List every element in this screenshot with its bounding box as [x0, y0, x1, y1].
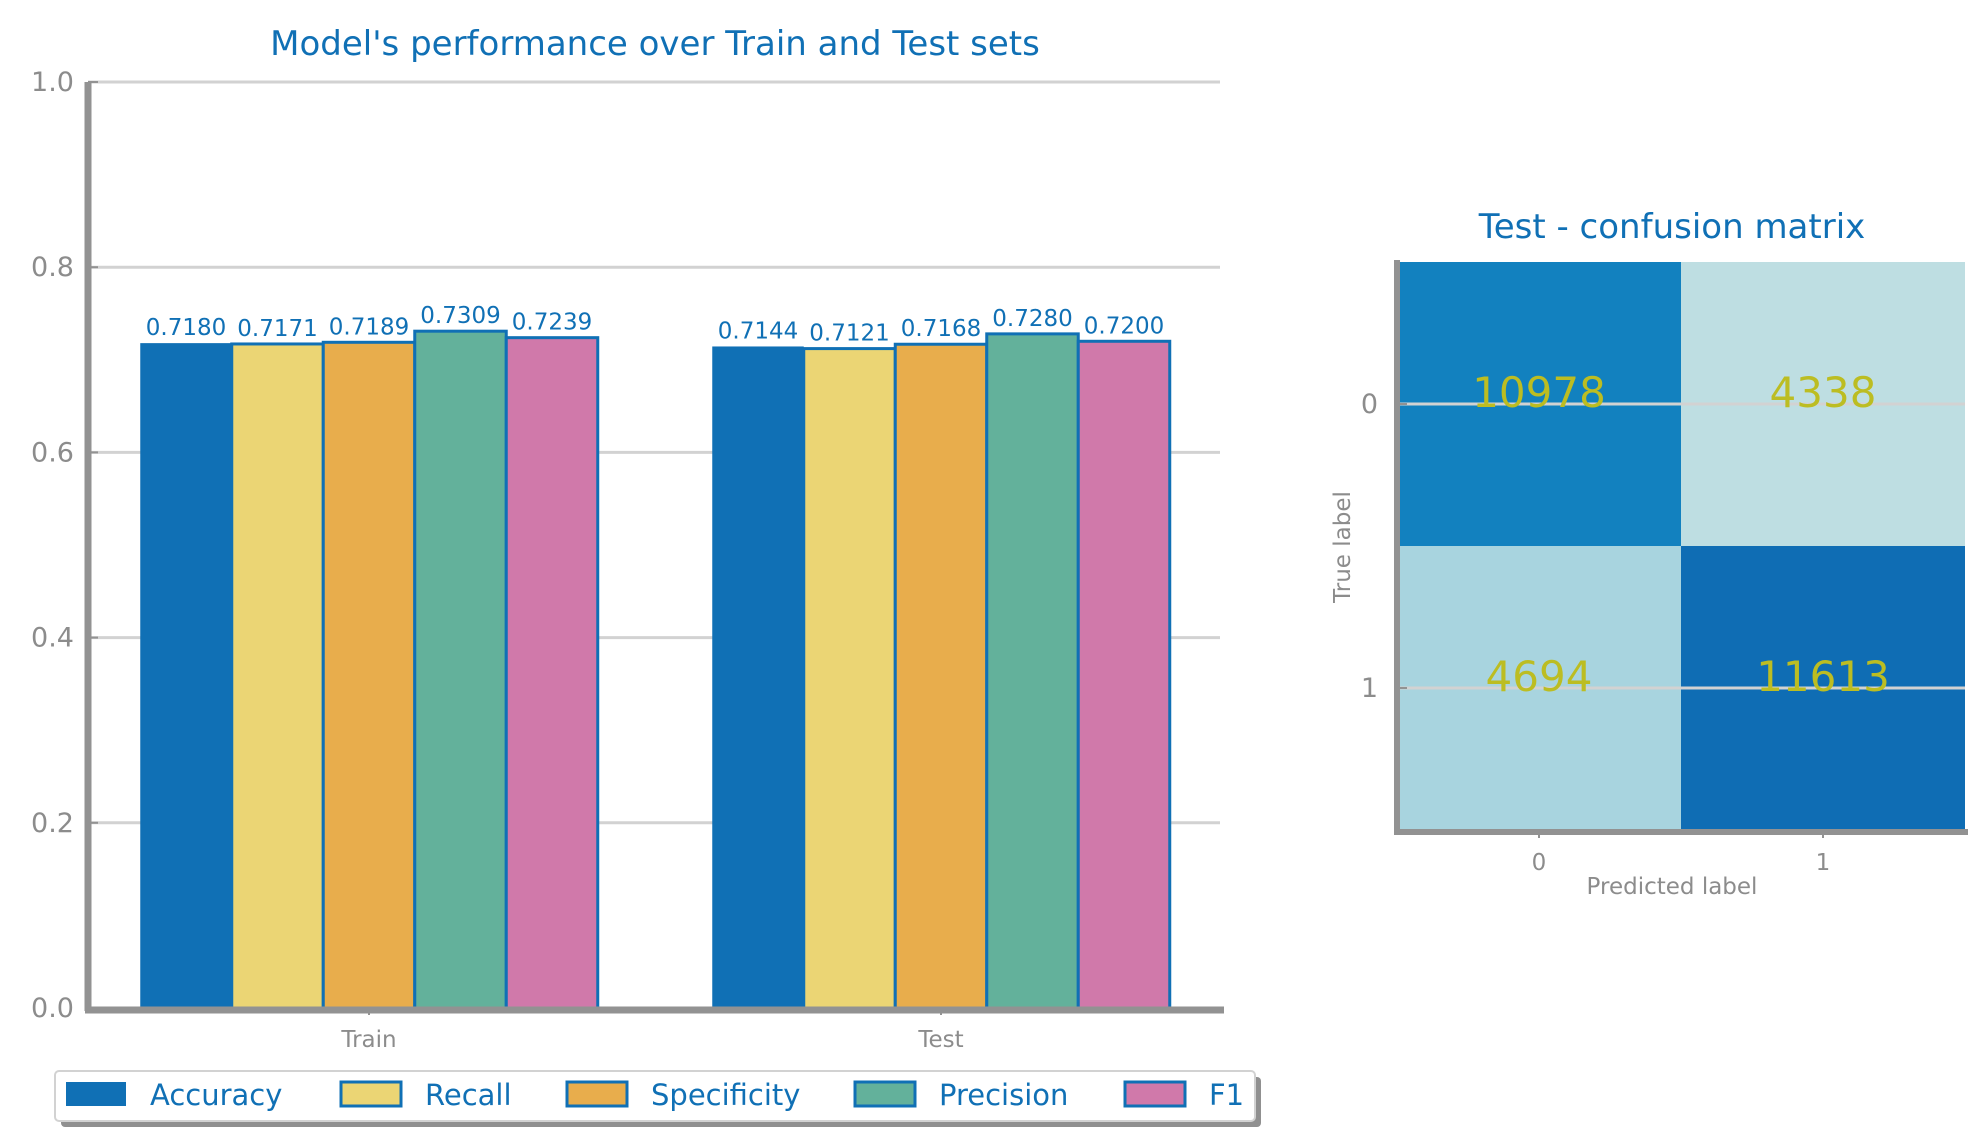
x-axis-label: Predicted label — [1587, 874, 1758, 900]
bar-value-label: 0.7144 — [718, 318, 798, 344]
y-axis-label: True label — [1330, 491, 1356, 604]
bar-value-label: 0.7121 — [809, 321, 889, 347]
legend-swatch-specificity — [565, 1080, 629, 1108]
legend-label-recall: Recall — [425, 1078, 512, 1112]
cm-value: 10978 — [1472, 368, 1606, 417]
legend-label-accuracy: Accuracy — [150, 1078, 282, 1112]
x-tick-label: Train — [340, 1027, 396, 1053]
legend-label-specificity: Specificity — [651, 1078, 800, 1112]
bar-chart-axes — [84, 82, 1224, 1014]
bar-chart-bars — [140, 329, 1172, 1010]
x-tick-label: 0 — [1532, 850, 1547, 876]
bar-value-label: 0.7171 — [237, 316, 317, 342]
bar-specificity-test — [893, 342, 989, 1010]
bar-recall-test — [802, 347, 897, 1010]
bar-precision-train — [413, 329, 508, 1010]
confusion-matrix-cells — [1397, 262, 1965, 830]
bar-value-label: 0.7200 — [1084, 313, 1164, 339]
y-tick-label: 0.4 — [31, 623, 74, 654]
bar-accuracy-test — [712, 346, 804, 1009]
performance-bar-chart: Model's performance over Train and Test … — [31, 24, 1224, 1053]
legend-label-f1: F1 — [1209, 1078, 1244, 1112]
legend: Accuracy Recall Specificity Precision F1 — [54, 1070, 1261, 1127]
y-tick-label: 0.2 — [31, 808, 74, 839]
confusion-matrix-gridlines — [1397, 402, 1965, 690]
x-tick-label: Test — [917, 1027, 963, 1053]
bar-recall-train — [230, 342, 325, 1010]
bar-chart-x-ticks: Train Test — [340, 1008, 964, 1053]
bar-chart-title: Model's performance over Train and Test … — [270, 24, 1040, 64]
confusion-matrix-title: Test - confusion matrix — [1478, 207, 1866, 247]
bar-value-label: 0.7280 — [992, 306, 1072, 332]
cm-value: 4694 — [1486, 652, 1593, 701]
confusion-matrix-values: 10978 4338 4694 11613 — [1472, 368, 1890, 701]
cm-value: 4338 — [1770, 368, 1877, 417]
y-tick-label: 0.8 — [31, 252, 74, 283]
confusion-matrix-axes — [1394, 260, 1968, 835]
y-tick-label: 0 — [1361, 389, 1378, 420]
bar-chart-value-labels: 0.7180 0.7171 0.7189 0.7309 0.7239 0.7144 0.71… — [146, 303, 1164, 346]
confusion-matrix-chart: Test - confusion matrix 10978 4338 4694 116… — [1330, 207, 1968, 900]
bar-value-label: 0.7239 — [512, 310, 592, 336]
bar-precision-test — [985, 332, 1080, 1010]
y-tick-label: 1.0 — [31, 67, 74, 98]
y-tick-label: 1 — [1361, 673, 1378, 704]
x-tick-label: 1 — [1816, 850, 1831, 876]
y-tick-label: 0.6 — [31, 437, 74, 468]
bar-value-label: 0.7189 — [329, 314, 409, 340]
bar-f1-train — [504, 336, 600, 1010]
legend-swatch-accuracy — [66, 1082, 126, 1106]
legend-swatch-recall — [339, 1080, 403, 1108]
legend-swatch-precision — [853, 1080, 917, 1108]
y-tick-label: 0.0 — [31, 993, 74, 1024]
legend-swatch-f1 — [1123, 1080, 1187, 1108]
confusion-matrix-ticks: 0 1 0 1 — [1361, 389, 1831, 876]
bar-specificity-train — [321, 340, 417, 1010]
legend-label-precision: Precision — [939, 1078, 1068, 1112]
cm-value: 11613 — [1756, 652, 1890, 701]
bar-accuracy-train — [140, 343, 232, 1009]
bar-value-label: 0.7180 — [146, 315, 226, 341]
bar-value-label: 0.7168 — [901, 316, 981, 342]
bar-value-label: 0.7309 — [420, 303, 500, 329]
bar-f1-test — [1076, 339, 1172, 1010]
bar-chart-y-ticks: 0.0 0.2 0.4 0.6 0.8 1.0 — [31, 67, 98, 1024]
